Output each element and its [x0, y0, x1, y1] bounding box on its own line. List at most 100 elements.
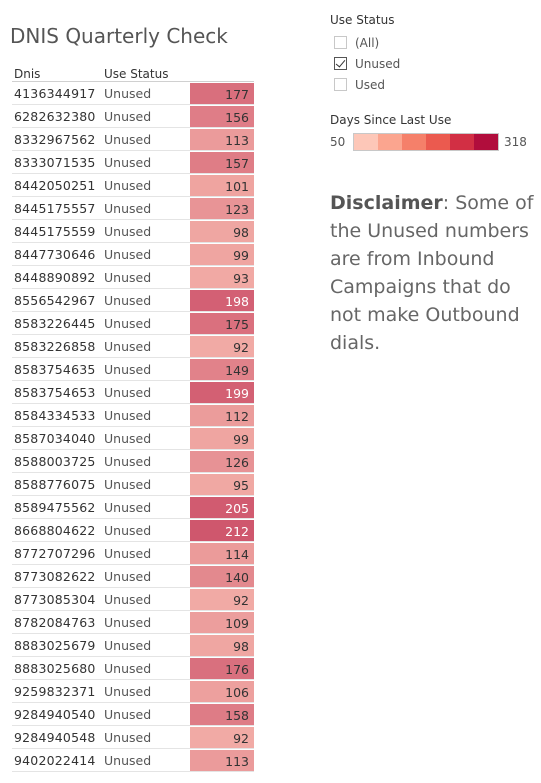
table-row[interactable]: 8447730646 Unused 99 [12, 243, 254, 266]
use-status-cell: Unused [104, 315, 152, 331]
days-since-last-use-cell[interactable]: 114 [190, 542, 254, 564]
days-since-last-use-cell[interactable]: 95 [190, 473, 254, 495]
days-since-last-use-cell[interactable]: 98 [190, 634, 254, 656]
column-header-dnis[interactable]: Dnis [14, 67, 41, 81]
filter-option[interactable]: Used [330, 74, 400, 95]
days-since-last-use-cell[interactable]: 175 [190, 312, 254, 334]
table-row[interactable]: 8583226858 Unused 92 [12, 335, 254, 358]
table-row[interactable]: 8588003725 Unused 126 [12, 450, 254, 473]
use-status-cell: Unused [104, 384, 152, 400]
table-row[interactable]: 8445175557 Unused 123 [12, 197, 254, 220]
table-row[interactable]: 8773085304 Unused 92 [12, 588, 254, 611]
table-row[interactable]: 8332967562 Unused 113 [12, 128, 254, 151]
checkbox[interactable] [334, 57, 347, 70]
days-since-last-use-cell[interactable]: 93 [190, 266, 254, 288]
table-row[interactable]: 8883025680 Unused 176 [12, 657, 254, 680]
table-row[interactable]: 8782084763 Unused 109 [12, 611, 254, 634]
disclaimer-text: Disclaimer: Some of the Unused numbers a… [330, 189, 540, 357]
days-since-last-use-cell[interactable]: 205 [190, 496, 254, 518]
checkbox[interactable] [334, 36, 347, 49]
checkbox[interactable] [334, 78, 347, 91]
days-since-last-use-cell[interactable]: 176 [190, 657, 254, 679]
days-since-last-use-cell[interactable]: 98 [190, 220, 254, 242]
table-row[interactable]: 8583754635 Unused 149 [12, 358, 254, 381]
days-since-last-use-cell[interactable]: 149 [190, 358, 254, 380]
use-status-cell: Unused [104, 614, 152, 630]
days-since-last-use-cell[interactable]: 199 [190, 381, 254, 403]
table-row[interactable]: 8589475562 Unused 205 [12, 496, 254, 519]
table-row[interactable]: 8883025679 Unused 98 [12, 634, 254, 657]
days-since-last-use-cell[interactable]: 92 [190, 335, 254, 357]
use-status-cell: Unused [104, 660, 152, 676]
column-header-use-status[interactable]: Use Status [104, 67, 169, 81]
use-status-cell: Unused [104, 131, 152, 147]
days-since-last-use-cell[interactable]: 156 [190, 105, 254, 127]
days-since-last-use-cell[interactable]: 113 [190, 749, 254, 771]
table-row[interactable]: 8773082622 Unused 140 [12, 565, 254, 588]
table-row[interactable]: 8556542967 Unused 198 [12, 289, 254, 312]
table-row[interactable]: 6282632380 Unused 156 [12, 105, 254, 128]
table-row[interactable]: 8588776075 Unused 95 [12, 473, 254, 496]
table-row[interactable]: 9284940548 Unused 92 [12, 726, 254, 749]
table-row[interactable]: 8448890892 Unused 93 [12, 266, 254, 289]
dnis-cell: 8588776075 [14, 476, 96, 492]
days-since-last-use-cell[interactable]: 101 [190, 174, 254, 196]
table-row[interactable]: 9284940540 Unused 158 [12, 703, 254, 726]
days-since-last-use-cell[interactable]: 92 [190, 726, 254, 748]
dnis-cell: 9259832371 [14, 683, 96, 699]
table-row[interactable]: 8587034040 Unused 99 [12, 427, 254, 450]
disclaimer-body: : Some of the Unused numbers are from In… [330, 192, 534, 354]
filter-options: (All) Unused Used [330, 32, 400, 95]
days-since-last-use-cell[interactable]: 157 [190, 151, 254, 173]
days-since-last-use-cell[interactable]: 112 [190, 404, 254, 426]
dnis-cell: 8556542967 [14, 292, 96, 308]
use-status-cell: Unused [104, 108, 152, 124]
table-row[interactable]: 8333071535 Unused 157 [12, 151, 254, 174]
use-status-cell: Unused [104, 476, 152, 492]
dnis-cell: 8883025680 [14, 660, 96, 676]
use-status-cell: Unused [104, 269, 152, 285]
days-since-last-use-cell[interactable]: 92 [190, 588, 254, 610]
table-row[interactable]: 4136344917 Unused 177 [12, 82, 254, 105]
use-status-cell: Unused [104, 637, 152, 653]
table-row[interactable]: 9259832371 Unused 106 [12, 680, 254, 703]
days-since-last-use-cell[interactable]: 99 [190, 243, 254, 265]
table-row[interactable]: 8584334533 Unused 112 [12, 404, 254, 427]
days-since-last-use-cell[interactable]: 177 [190, 82, 254, 104]
days-since-last-use-cell[interactable]: 198 [190, 289, 254, 311]
use-status-cell: Unused [104, 545, 152, 561]
filter-title: Use Status [330, 13, 395, 27]
days-since-last-use-cell[interactable]: 140 [190, 565, 254, 587]
table-row[interactable]: 8445175559 Unused 98 [12, 220, 254, 243]
days-since-last-use-cell[interactable]: 126 [190, 450, 254, 472]
legend-swatch [402, 134, 426, 150]
table-header: Dnis Use Status [12, 64, 254, 82]
table-row[interactable]: 8668804622 Unused 212 [12, 519, 254, 542]
table-row[interactable]: 8772707296 Unused 114 [12, 542, 254, 565]
dnis-cell: 8668804622 [14, 522, 96, 538]
use-status-cell: Unused [104, 177, 152, 193]
days-since-last-use-cell[interactable]: 158 [190, 703, 254, 725]
filter-option[interactable]: (All) [330, 32, 400, 53]
dnis-cell: 8583754653 [14, 384, 96, 400]
table-row[interactable]: 8442050251 Unused 101 [12, 174, 254, 197]
legend-color-ramp [353, 133, 499, 151]
days-since-last-use-cell[interactable]: 109 [190, 611, 254, 633]
table-row[interactable]: 8583226445 Unused 175 [12, 312, 254, 335]
use-status-cell: Unused [104, 430, 152, 446]
days-since-last-use-cell[interactable]: 99 [190, 427, 254, 449]
legend-swatch [450, 134, 474, 150]
days-since-last-use-cell[interactable]: 212 [190, 519, 254, 541]
use-status-filter: Use Status (All) Unused Used [330, 13, 400, 95]
use-status-cell: Unused [104, 522, 152, 538]
table-row[interactable]: 9402022414 Unused 113 [12, 749, 254, 772]
use-status-cell: Unused [104, 729, 152, 745]
days-since-last-use-cell[interactable]: 123 [190, 197, 254, 219]
dnis-cell: 8448890892 [14, 269, 96, 285]
days-since-last-use-cell[interactable]: 106 [190, 680, 254, 702]
filter-option[interactable]: Unused [330, 53, 400, 74]
table-row[interactable]: 8583754653 Unused 199 [12, 381, 254, 404]
legend-row: 50 318 [330, 133, 527, 151]
days-since-last-use-cell[interactable]: 113 [190, 128, 254, 150]
dnis-cell: 8333071535 [14, 154, 96, 170]
